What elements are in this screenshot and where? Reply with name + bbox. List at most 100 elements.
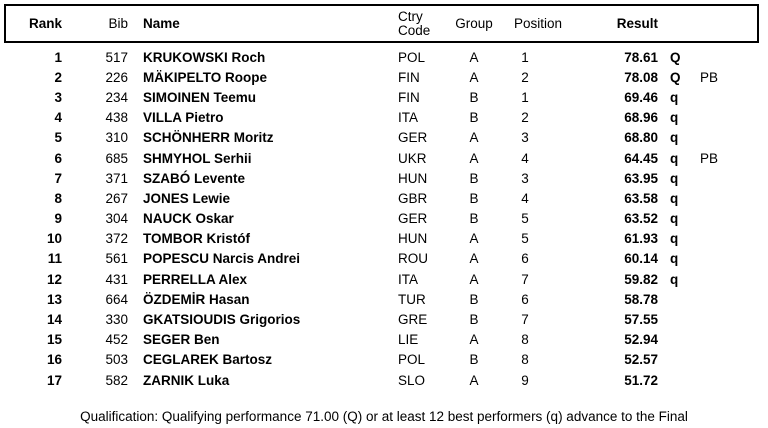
ctry-cell: FIN <box>398 89 420 105</box>
header-position: Position <box>513 16 563 31</box>
table-row: 8 267 JONES Lewie GBR B 4 63.58 q <box>0 188 768 208</box>
bib-cell: 503 <box>105 352 128 368</box>
name-cell: MÄKIPELTO Roope <box>143 69 267 85</box>
ctry-cell: ROU <box>398 251 428 267</box>
rank-cell: 13 <box>46 291 62 307</box>
result-cell: 69.46 <box>624 89 658 105</box>
name-cell: SHMYHOL Serhii <box>143 150 252 166</box>
rank-cell: 10 <box>46 231 62 247</box>
ctry-cell: SLO <box>398 372 426 388</box>
ctry-cell: ITA <box>398 271 418 287</box>
record-note-cell: PB <box>700 150 719 166</box>
table-row: 2 226 MÄKIPELTO Roope FIN A 2 78.08 Q PB <box>0 67 768 87</box>
ctry-cell: HUN <box>398 170 428 186</box>
position-cell: 5 <box>521 231 529 247</box>
ctry-cell: ITA <box>398 110 418 126</box>
rank-cell: 3 <box>54 89 62 105</box>
group-cell: A <box>469 130 479 146</box>
position-cell: 3 <box>521 170 529 186</box>
position-cell: 4 <box>521 150 529 166</box>
group-cell: A <box>469 251 479 267</box>
name-cell: GKATSIOUDIS Grigorios <box>143 312 301 328</box>
rank-cell: 9 <box>54 211 62 227</box>
position-cell: 8 <box>521 352 529 368</box>
result-cell: 52.57 <box>624 352 658 368</box>
group-cell: A <box>469 231 479 247</box>
name-cell: ÖZDEMİR Hasan <box>143 291 250 307</box>
qualify-mark-cell: q <box>670 190 679 206</box>
result-cell: 61.93 <box>624 231 658 247</box>
group-cell: B <box>469 89 479 105</box>
table-row: 12 431 PERRELLA Alex ITA A 7 59.82 q <box>0 269 768 289</box>
position-cell: 1 <box>521 49 529 65</box>
name-cell: POPESCU Narcis Andrei <box>143 251 301 267</box>
group-cell: A <box>469 372 479 388</box>
table-row: 1 517 KRUKOWSKI Roch POL A 1 78.61 Q <box>0 47 768 67</box>
ctry-cell: TUR <box>398 291 426 307</box>
bib-cell: 226 <box>105 69 128 85</box>
table-row: 7 371 SZABÓ Levente HUN B 3 63.95 q <box>0 168 768 188</box>
header-ctry-line2: Code <box>398 22 431 38</box>
position-cell: 3 <box>521 130 529 146</box>
ctry-cell: POL <box>398 49 426 65</box>
qualify-mark-cell: q <box>670 211 679 227</box>
result-cell: 57.55 <box>624 312 658 328</box>
position-cell: 1 <box>521 89 529 105</box>
bib-cell: 234 <box>105 89 128 105</box>
rank-cell: 11 <box>47 251 62 267</box>
group-cell: B <box>469 190 479 206</box>
qualify-mark-cell: Q <box>670 69 681 85</box>
bib-cell: 517 <box>105 49 128 65</box>
rank-cell: 16 <box>46 352 62 368</box>
table-row: 15 452 SEGER Ben LIE A 8 52.94 <box>0 330 768 350</box>
table-row: 6 685 SHMYHOL Serhii UKR A 4 64.45 q PB <box>0 148 768 168</box>
table-row: 4 438 VILLA Pietro ITA B 2 68.96 q <box>0 108 768 128</box>
name-cell: PERRELLA Alex <box>143 271 248 287</box>
group-cell: A <box>469 150 479 166</box>
record-note-cell: PB <box>700 69 719 85</box>
rank-cell: 1 <box>54 49 62 65</box>
result-cell: 58.78 <box>624 291 658 307</box>
qualify-mark-cell: q <box>670 150 679 166</box>
name-cell: SCHÖNHERR Moritz <box>143 130 274 146</box>
header-bib: Bib <box>108 16 128 31</box>
group-cell: A <box>469 69 479 85</box>
rank-cell: 15 <box>46 332 62 348</box>
ctry-cell: HUN <box>398 231 428 247</box>
qualify-mark-cell: q <box>670 89 679 105</box>
group-cell: B <box>469 291 479 307</box>
bib-cell: 664 <box>105 291 128 307</box>
bib-cell: 452 <box>105 332 128 348</box>
result-cell: 51.72 <box>624 372 658 388</box>
bib-cell: 267 <box>105 190 128 206</box>
name-cell: NAUCK Oskar <box>143 211 234 227</box>
ctry-cell: LIE <box>398 332 419 348</box>
ctry-cell: GER <box>398 211 428 227</box>
qualify-mark-cell: q <box>670 130 679 146</box>
qualify-mark-cell: q <box>670 170 679 186</box>
table-row: 11 561 POPESCU Narcis Andrei ROU A 6 60.… <box>0 249 768 269</box>
group-cell: B <box>469 211 479 227</box>
rank-cell: 14 <box>46 312 62 328</box>
name-cell: CEGLAREK Bartosz <box>143 352 273 368</box>
group-cell: B <box>469 352 479 368</box>
group-cell: A <box>469 332 479 348</box>
ctry-cell: GRE <box>398 312 428 328</box>
qualification-note: Qualification: Qualifying performance 71… <box>80 409 688 424</box>
table-header-box <box>4 4 759 43</box>
name-cell: KRUKOWSKI Roch <box>143 49 266 65</box>
ctry-cell: UKR <box>398 150 427 166</box>
table-row: 9 304 NAUCK Oskar GER B 5 63.52 q <box>0 209 768 229</box>
qualify-mark-cell: Q <box>670 49 681 65</box>
position-cell: 6 <box>521 251 529 267</box>
group-cell: B <box>469 312 479 328</box>
position-cell: 7 <box>521 271 529 287</box>
rank-cell: 12 <box>46 271 62 287</box>
bib-cell: 330 <box>105 312 128 328</box>
bib-cell: 372 <box>105 231 128 247</box>
table-row: 10 372 TOMBOR Kristóf HUN A 5 61.93 q <box>0 229 768 249</box>
name-cell: SZABÓ Levente <box>143 170 246 186</box>
position-cell: 9 <box>521 372 529 388</box>
table-row: 13 664 ÖZDEMİR Hasan TUR B 6 58.78 <box>0 289 768 309</box>
